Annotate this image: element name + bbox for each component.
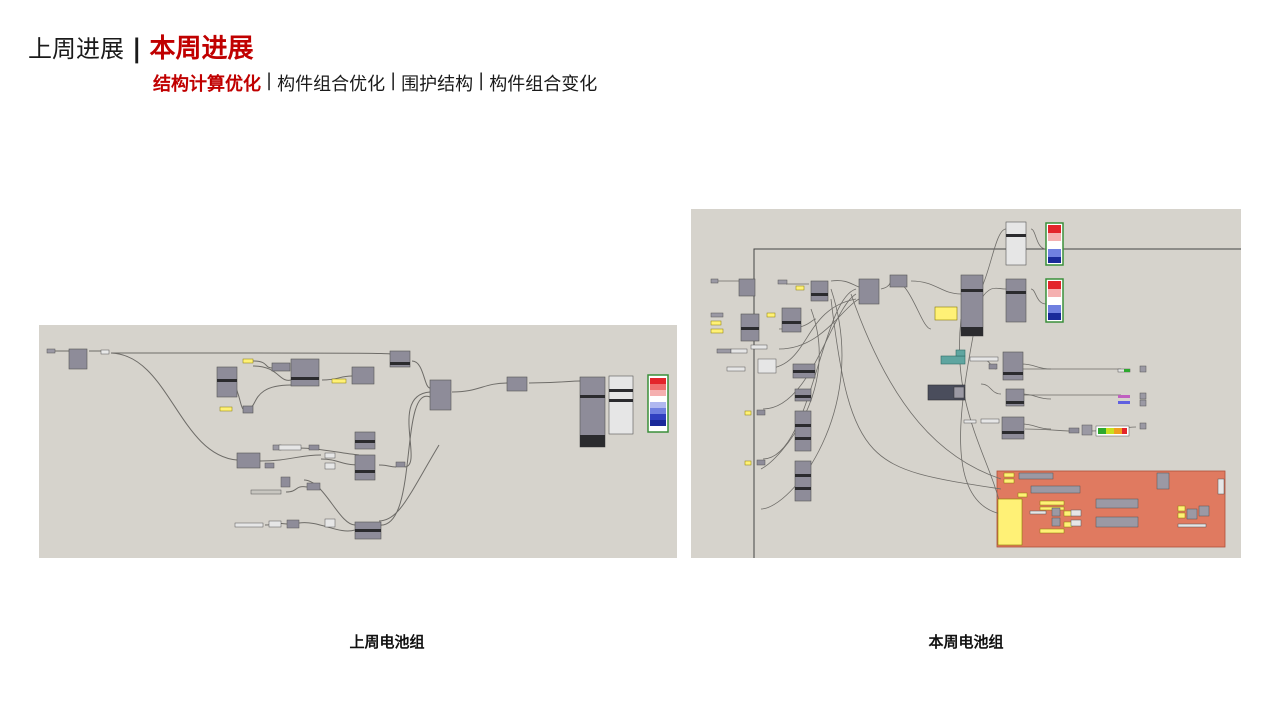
caption-last-week: 上周电池组	[349, 633, 425, 651]
subnav-item-component-opt: 构件组合优化	[277, 74, 386, 95]
subnav-divider: |	[478, 70, 485, 91]
grasshopper-screenshot-last-week	[39, 325, 677, 558]
subnav: 结构计算优化 | 构件组合优化 | 围护结构 | 构件组合变化	[153, 70, 597, 96]
grasshopper-screenshot-this-week	[691, 209, 1241, 558]
prev-week-title: 上周进展	[28, 35, 124, 63]
title-row: 上周进展 | 本周进展	[28, 28, 254, 65]
subnav-item-component-variation: 构件组合变化	[489, 74, 598, 95]
caption-this-week: 本周电池组	[928, 633, 1004, 651]
subnav-item-structure-calc: 结构计算优化	[153, 74, 261, 95]
subnav-item-envelope: 围护结构	[401, 74, 474, 95]
title-separator: |	[132, 34, 142, 64]
subnav-divider: |	[390, 70, 397, 91]
subnav-divider: |	[266, 70, 273, 91]
current-week-title: 本周进展	[149, 34, 254, 64]
